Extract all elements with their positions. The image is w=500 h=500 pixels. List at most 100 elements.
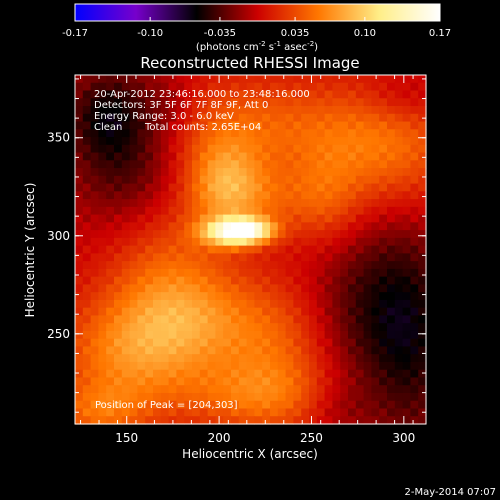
heatmap-cell [418,369,427,379]
heatmap-cell [207,323,216,332]
heatmap-cell [168,222,177,231]
heatmap-cell [238,400,248,410]
heatmap-cell [168,175,177,185]
heatmap-cell [371,276,380,285]
heatmap-cell [270,338,279,348]
heatmap-cell [192,400,201,410]
heatmap-cell [254,206,263,216]
heatmap-cell [371,261,380,270]
heatmap-cell [418,346,427,355]
heatmap-cell [340,377,349,386]
heatmap-cell [75,253,84,262]
heatmap-cell [309,408,318,417]
heatmap-cell [137,144,146,154]
heatmap-cell [75,98,84,107]
heatmap-cell [246,330,255,340]
heatmap-cell [340,361,349,371]
heatmap-cell [387,354,396,363]
heatmap-cell [316,408,326,417]
heatmap-cell [153,385,162,394]
heatmap-cell [207,214,216,223]
heatmap-cell [192,137,201,146]
heatmap-cell [293,183,302,192]
heatmap-cell [301,144,310,154]
heatmap-cell [410,361,419,371]
heatmap-cell [371,284,380,293]
heatmap-cell [332,369,341,379]
x-tick-label: 250 [300,431,323,445]
heatmap-cell [324,175,333,185]
heatmap-cell [340,113,349,123]
heatmap-cell [418,175,427,185]
heatmap-cell [363,323,372,332]
heatmap-cell [215,315,224,324]
heatmap-cell [82,354,92,363]
heatmap-cell [137,292,146,301]
heatmap-cell [192,183,201,192]
heatmap-cell [402,113,411,123]
heatmap-cell [324,98,333,107]
heatmap-cell [394,338,404,348]
heatmap-cell [160,144,170,154]
heatmap-cell [402,121,411,130]
heatmap-cell [137,408,146,417]
heatmap-cell [387,90,396,99]
heatmap-cell [238,160,248,169]
heatmap-cell [114,206,123,216]
heatmap-cell [254,106,263,115]
heatmap-cell [192,346,201,355]
annotation-detectors: Detectors: 3F 5F 6F 7F 8F 9F, Att 0 [94,100,268,111]
heatmap-cell [153,292,162,301]
heatmap-cell [129,191,138,200]
heatmap-cell [199,330,209,340]
heatmap-cell [168,75,177,84]
heatmap-cell [184,408,193,417]
heatmap-cell [98,369,107,379]
heatmap-cell [106,307,115,317]
heatmap-cell [223,230,232,239]
heatmap-cell [129,385,138,394]
heatmap-cell [199,361,209,371]
heatmap-cell [114,75,123,84]
heatmap-cell [121,144,131,154]
heatmap-cell [293,369,302,379]
heatmap-cell [301,338,310,348]
heatmap-cell [168,268,177,278]
heatmap-cell [418,230,427,239]
heatmap-cell [379,237,388,247]
heatmap-cell [387,160,396,169]
heatmap-cell [309,237,318,247]
heatmap-cell [254,129,263,138]
heatmap-cell [285,315,294,324]
heatmap-cell [207,191,216,200]
heatmap-cell [176,377,185,386]
heatmap-cell [348,137,357,146]
heatmap-cell [145,206,154,216]
heatmap-cell [106,129,115,138]
heatmap-cell [75,330,84,340]
heatmap-cell [199,315,209,324]
heatmap-cell [418,222,427,231]
heatmap-cell [371,183,380,192]
heatmap-cell [418,400,427,410]
heatmap-cell [309,137,318,146]
heatmap-cell [394,416,404,425]
heatmap-cell [387,369,396,379]
heatmap-cell [90,245,99,254]
heatmap-cell [114,416,123,425]
heatmap-cell [316,346,326,355]
heatmap-cell [270,98,279,107]
heatmap-cell [363,206,372,216]
heatmap-cell [402,191,411,200]
heatmap-cell [98,315,107,324]
heatmap-cell [246,144,255,154]
heatmap-cell [363,191,372,200]
heatmap-cell [379,129,388,138]
heatmap-cell [316,400,326,410]
heatmap-cell [184,144,193,154]
heatmap-cell [254,307,263,317]
heatmap-cell [160,199,170,208]
heatmap-cell [309,214,318,223]
heatmap-cell [199,113,209,123]
heatmap-cell [106,106,115,115]
